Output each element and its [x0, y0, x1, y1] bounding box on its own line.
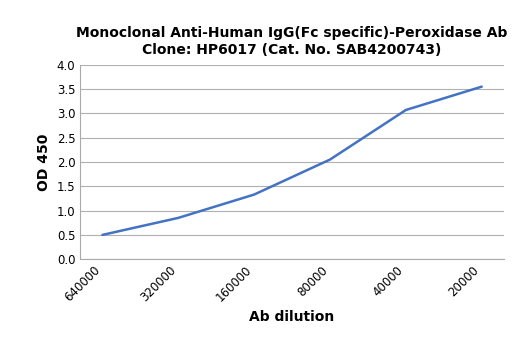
- Title: Monoclonal Anti-Human IgG(Fc specific)-Peroxidase Ab
Clone: HP6017 (Cat. No. SAB: Monoclonal Anti-Human IgG(Fc specific)-P…: [76, 27, 508, 57]
- Y-axis label: OD 450: OD 450: [37, 133, 52, 191]
- X-axis label: Ab dilution: Ab dilution: [250, 310, 335, 324]
